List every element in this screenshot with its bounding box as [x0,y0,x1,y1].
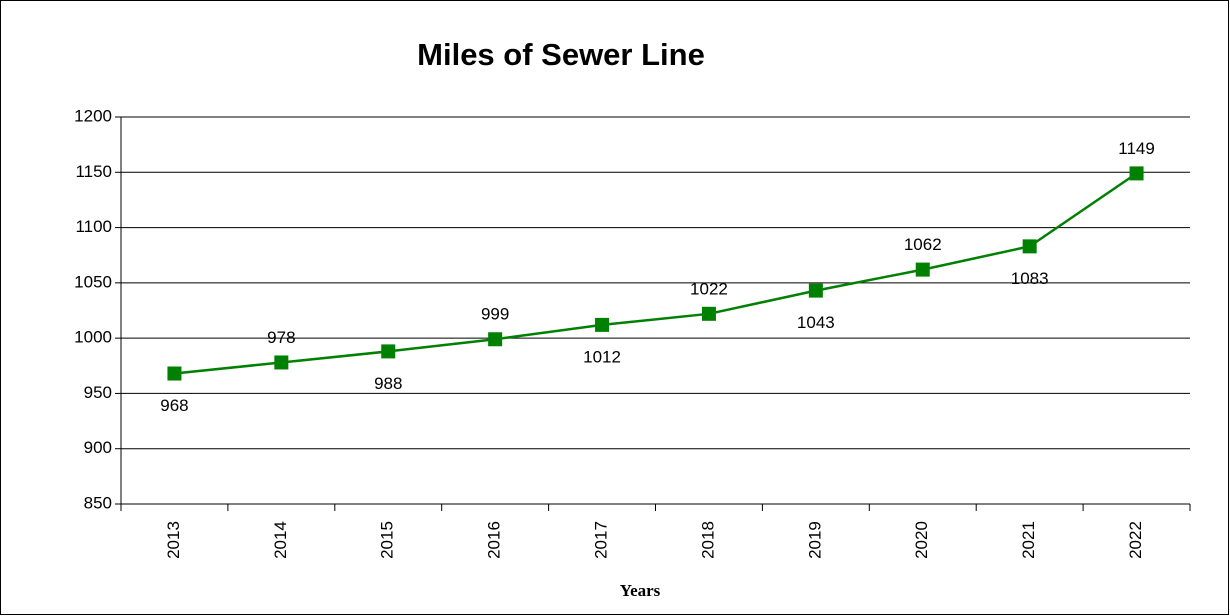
y-tick-label: 1000 [74,328,112,347]
x-tick-label: 2018 [698,521,717,559]
data-label: 999 [481,305,509,324]
x-tick-label: 2013 [164,521,183,559]
x-tick-label: 2016 [485,521,504,559]
y-tick-label: 1150 [75,162,112,181]
x-tick-label: 2021 [1019,521,1038,559]
data-label: 1083 [1011,269,1049,288]
data-label: 1022 [690,279,728,298]
x-axis-title: Years [620,581,661,600]
x-tick-label: 2020 [912,521,931,559]
data-label: 1149 [1118,139,1155,158]
data-label: 1043 [797,313,835,332]
x-tick-label: 2014 [271,521,290,559]
chart-title: Miles of Sewer Line [417,37,705,72]
data-line [174,172,1138,375]
x-tick-label: 2022 [1126,521,1145,559]
marker [808,283,823,298]
x-tick-label: 2019 [805,521,824,559]
y-tick-label: 850 [84,493,112,512]
data-label: 1062 [904,235,942,254]
marker [274,355,289,370]
y-tick-label: 1100 [75,217,112,236]
marker [381,344,396,359]
data-label: 978 [267,328,295,347]
y-tick-label: 950 [84,383,112,402]
marker [595,317,610,332]
data-label: 1012 [583,347,621,366]
marker [1022,239,1037,254]
x-tick-label: 2017 [592,521,611,559]
y-tick-label: 900 [84,438,112,457]
marker [167,366,182,381]
y-tick-label: 1050 [74,272,112,291]
data-label: 968 [160,396,188,415]
marker [701,306,716,321]
marker [488,332,503,347]
marker [1129,166,1144,181]
x-tick-label: 2015 [378,521,397,559]
data-label: 988 [374,374,402,393]
marker [915,262,930,277]
y-tick-label: 1200 [74,106,112,125]
